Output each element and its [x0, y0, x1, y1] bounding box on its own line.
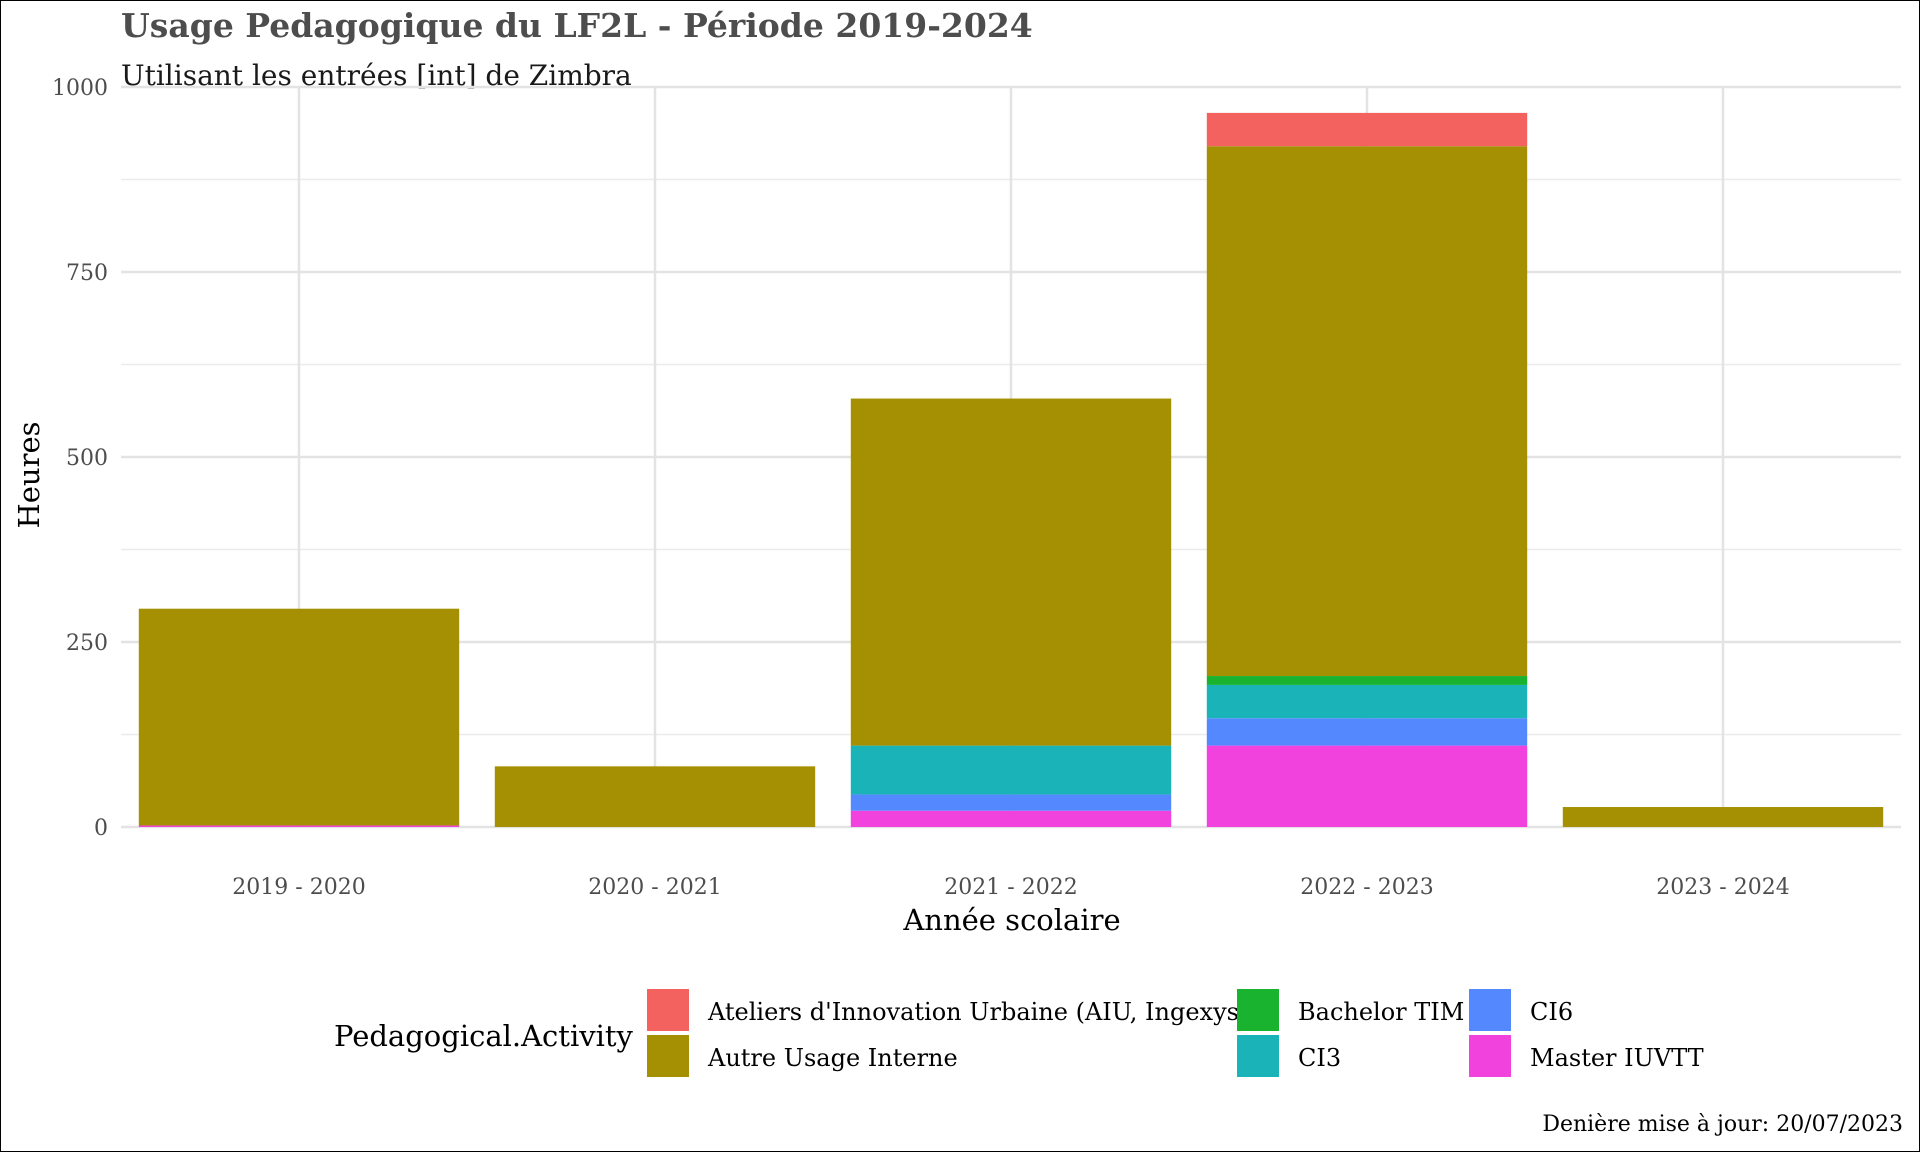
bar-segment-autre-usage-interne — [1206, 146, 1528, 677]
legend-title: Pedagogical.Activity — [334, 1019, 634, 1053]
legend-label: Master IUVTT — [1530, 1044, 1704, 1072]
x-tick-label: 2023 - 2024 — [1656, 875, 1789, 900]
legend-label: CI3 — [1298, 1044, 1341, 1072]
y-tick-label: 750 — [66, 261, 108, 286]
y-tick-label: 1000 — [52, 76, 108, 101]
legend-label: CI6 — [1530, 998, 1573, 1026]
bar-segment-bachelor-tim — [1206, 676, 1528, 685]
x-tick-label: 2019 - 2020 — [232, 875, 365, 900]
legend-label: Bachelor TIM — [1298, 998, 1464, 1026]
y-tick-label: 250 — [66, 631, 108, 656]
bar-segment-autre-usage-interne — [850, 398, 1172, 746]
bar-segment-autre-usage-interne — [138, 608, 460, 826]
x-tick-label: 2020 - 2021 — [588, 875, 721, 900]
legend-key — [1237, 1035, 1279, 1077]
legend: Ateliers d'Innovation Urbaine (AIU, Inge… — [647, 989, 1704, 1077]
bar-segment-autre-usage-interne — [1562, 807, 1884, 827]
legend-label: Autre Usage Interne — [707, 1044, 958, 1072]
x-axis-label: Année scolaire — [902, 903, 1120, 937]
bar-segment-ci6 — [1206, 718, 1528, 746]
x-axis-ticks: 2019 - 2020 2020 - 2021 2021 - 2022 2022 - … — [232, 875, 1789, 900]
bar-segment-ateliers-d-innovation-urbaine-aiu-ingexys — [1206, 112, 1528, 147]
legend-key — [1469, 989, 1511, 1031]
legend-key — [647, 989, 689, 1031]
y-tick-label: 500 — [66, 446, 108, 471]
chart-title: Usage Pedagogique du LF2L - Période 2019… — [121, 6, 1033, 45]
legend-key — [647, 1035, 689, 1077]
x-tick-label: 2021 - 2022 — [944, 875, 1077, 900]
y-axis-label: Heures — [12, 421, 46, 528]
bar-segment-ci3 — [1206, 684, 1528, 719]
legend-label: Ateliers d'Innovation Urbaine (AIU, Inge… — [707, 998, 1248, 1026]
legend-key — [1469, 1035, 1511, 1077]
bar-segment-master-iuvtt — [138, 825, 460, 827]
bar-segment-master-iuvtt — [850, 810, 1172, 827]
x-tick-label: 2022 - 2023 — [1300, 875, 1433, 900]
chart-caption: Denière mise à jour: 20/07/2023 — [1542, 1112, 1903, 1137]
y-axis-ticks: 0 250 500 750 1000 — [52, 76, 108, 841]
y-tick-label: 0 — [94, 816, 108, 841]
bar-segment-master-iuvtt — [1206, 745, 1528, 827]
bars — [138, 112, 1884, 827]
bar-segment-ci3 — [850, 745, 1172, 795]
bar-segment-autre-usage-interne — [494, 766, 816, 827]
bar-segment-ci6 — [850, 794, 1172, 811]
legend-key — [1237, 989, 1279, 1031]
